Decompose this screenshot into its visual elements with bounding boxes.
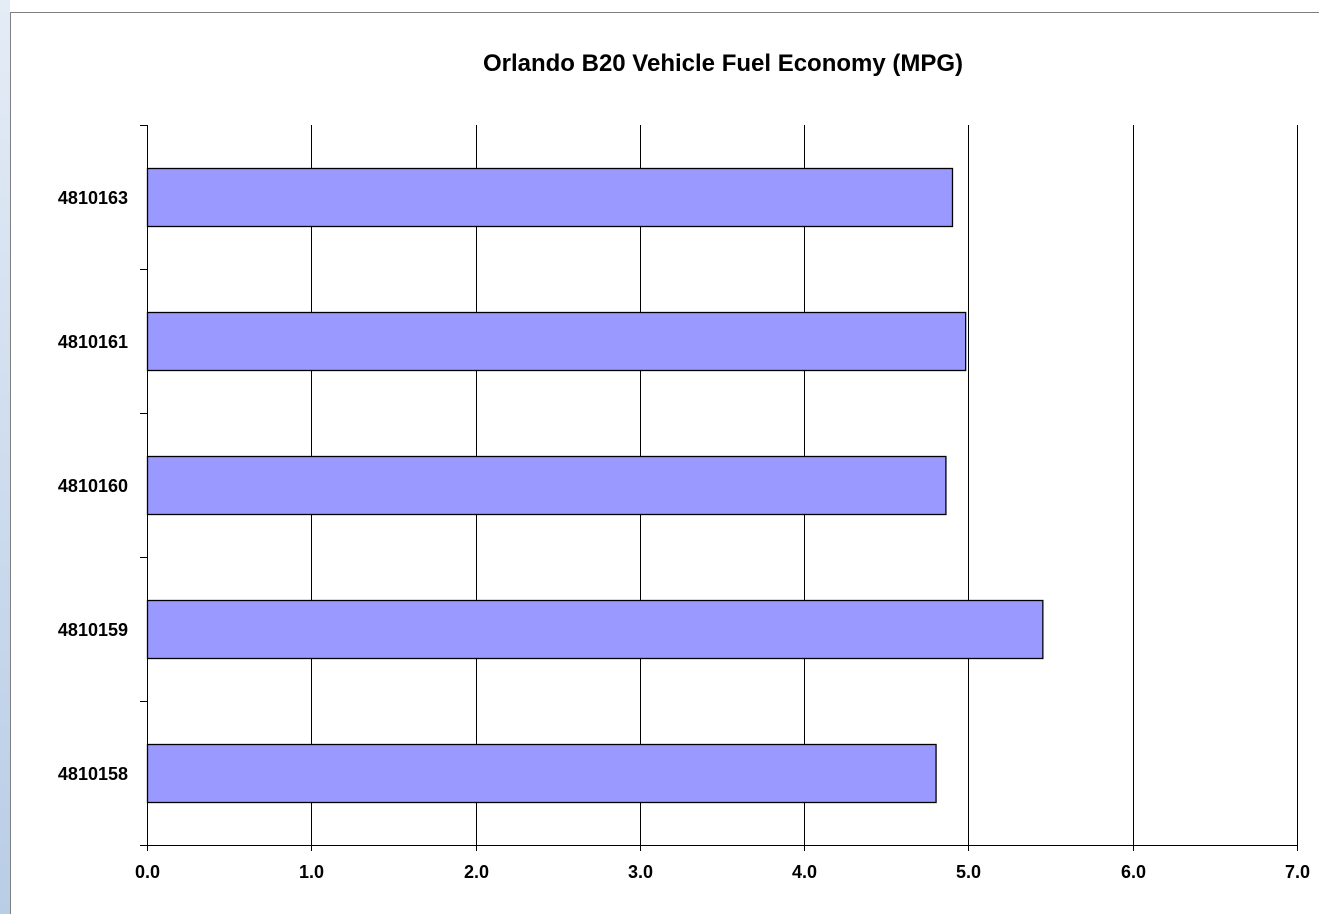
y-tick-labels: 4810163 4810161 4810160 4810159 4810158 [58,188,128,784]
y-tick-label-4810158: 4810158 [58,764,128,784]
y-tick-label-4810160: 4810160 [58,476,128,496]
x-tick-label-5: 5.0 [956,862,981,882]
bar-4810158 [146,743,937,804]
y-tick-label-4810161: 4810161 [58,332,128,352]
bars [146,167,1044,804]
bar-4810163 [146,167,954,228]
y-tick-label-4810163: 4810163 [58,188,128,208]
x-tick-label-6: 6.0 [1121,862,1146,882]
x-tick-label-0: 0.0 [135,862,160,882]
window-edge [0,0,10,914]
y-tick-label-4810159: 4810159 [58,620,128,640]
bar-4810160 [146,455,947,516]
x-tick-labels: 0.0 1.0 2.0 3.0 4.0 5.0 6.0 7.0 [135,862,1310,882]
bar-4810161 [146,311,967,372]
x-tick-label-2: 2.0 [464,862,489,882]
chart-title: Orlando B20 Vehicle Fuel Economy (MPG) [482,50,964,77]
axes [140,125,1298,851]
bar-4810159 [146,599,1044,660]
x-tick-label-3: 3.0 [628,862,653,882]
x-tick-label-4: 4.0 [792,862,817,882]
x-tick-label-7: 7.0 [1285,862,1310,882]
x-tick-label-1: 1.0 [299,862,324,882]
